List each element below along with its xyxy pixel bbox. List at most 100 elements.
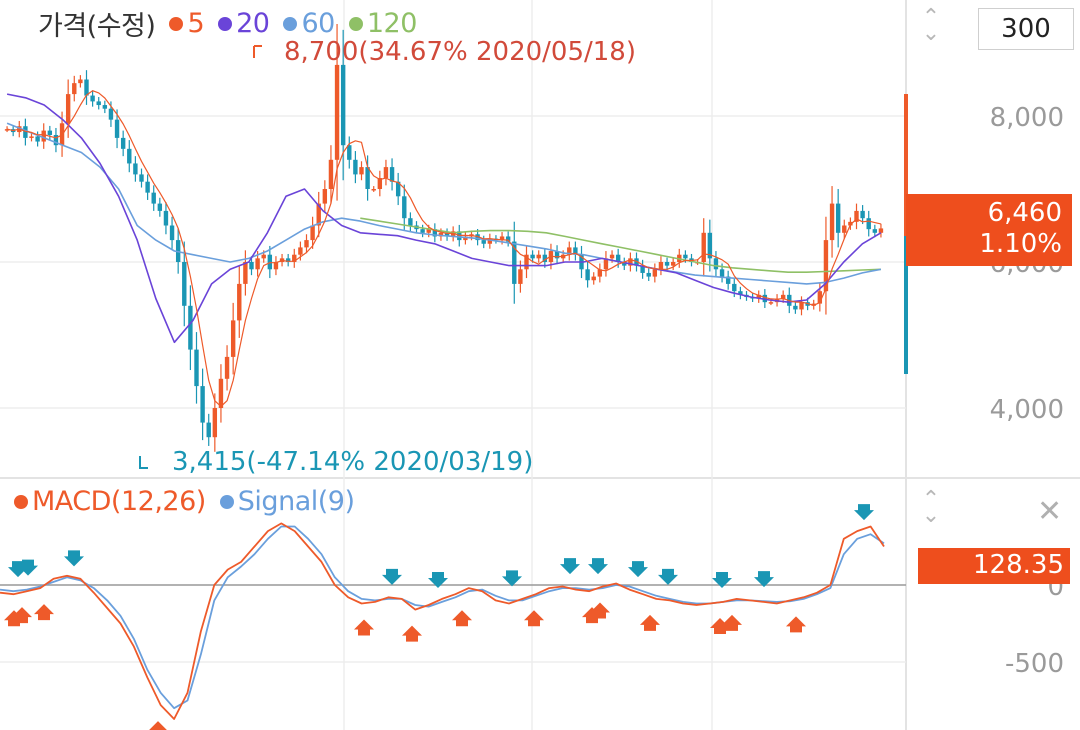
ma-line-120 xyxy=(360,217,881,273)
candle-body xyxy=(829,203,835,241)
signal-up-arrow xyxy=(524,610,544,627)
candle-body xyxy=(505,236,511,242)
ma-line-20 xyxy=(6,93,882,344)
candle-body xyxy=(713,258,719,270)
candle-body xyxy=(823,240,829,292)
candle-body xyxy=(340,64,346,146)
candle-body xyxy=(310,225,315,241)
candle-body xyxy=(683,254,688,259)
candle-body xyxy=(224,356,230,379)
candle-body xyxy=(389,167,395,182)
candle-body xyxy=(133,163,138,175)
candle-body xyxy=(426,229,431,233)
candle-body xyxy=(597,269,603,277)
candle-body xyxy=(23,126,28,138)
candle-body xyxy=(732,283,737,292)
candle-body xyxy=(872,229,878,233)
candle-body xyxy=(420,229,425,233)
signal-up-arrow xyxy=(452,610,472,627)
candle-body xyxy=(481,240,486,244)
candle-body xyxy=(860,210,865,219)
candle-body xyxy=(200,386,205,423)
close-icon[interactable]: ✕ xyxy=(1037,494,1063,529)
candle-body xyxy=(432,229,438,237)
candle-body xyxy=(463,236,468,241)
candle-body xyxy=(96,101,101,106)
candle-body xyxy=(793,305,798,310)
signal-up-arrow xyxy=(402,625,422,642)
candle-body xyxy=(438,232,444,237)
candle-body xyxy=(444,232,450,237)
candle-body xyxy=(603,258,609,270)
legend-label-signal: Signal(9) xyxy=(237,486,355,517)
macd-line xyxy=(0,522,885,720)
candle-body xyxy=(353,159,358,175)
legend-dot-20 xyxy=(218,16,233,31)
moving-averages xyxy=(6,90,908,408)
candle-body xyxy=(139,174,144,182)
macd-current-value: 128.35 xyxy=(973,550,1064,580)
candle-body xyxy=(408,218,413,226)
signal-down-arrow xyxy=(428,571,448,588)
macd-panel-updown-icon[interactable]: ⌃ ⌄ xyxy=(921,487,941,528)
signal-up-arrow xyxy=(582,607,602,624)
candle-body xyxy=(108,108,114,120)
price-legend: 가격(수정) 5 20 60 120 xyxy=(38,4,417,43)
candle-body xyxy=(29,136,34,138)
candle-body xyxy=(194,349,199,387)
signal-up-arrow xyxy=(34,604,54,621)
candle-body xyxy=(848,221,853,226)
candle-body xyxy=(835,203,841,233)
candle-body xyxy=(114,119,120,138)
low-annotation: 3,415(-47.14% 2020/03/19) xyxy=(172,447,533,477)
candle-body xyxy=(475,234,480,241)
macd-legend: MACD(12,26) Signal(9) xyxy=(0,486,355,517)
candle-body xyxy=(267,254,273,270)
high-marker xyxy=(253,45,262,58)
legend-dot-signal xyxy=(219,494,234,509)
signal-down-arrow xyxy=(588,558,608,575)
candle-body xyxy=(567,247,572,255)
candle-body xyxy=(658,262,664,270)
price-tick-label: 4,000 xyxy=(990,395,1064,425)
candle-body xyxy=(622,262,627,266)
signal-down-arrow xyxy=(64,550,84,567)
candle-body xyxy=(285,258,291,262)
signal-up-arrow xyxy=(149,721,167,730)
signal-up-arrow xyxy=(12,607,32,624)
candle-body xyxy=(512,241,517,284)
candle-body xyxy=(163,210,169,226)
candle-body xyxy=(554,251,560,259)
candle-body xyxy=(65,94,71,124)
candle-body xyxy=(536,254,541,259)
candle-body xyxy=(866,218,871,230)
current-price: 6,460 xyxy=(987,198,1062,228)
signal-down-arrow xyxy=(18,559,38,576)
range-input[interactable]: 300 xyxy=(978,8,1074,50)
candle-body xyxy=(628,258,633,266)
signal-up-arrow xyxy=(590,602,610,619)
candle-body xyxy=(518,269,523,284)
candle-body xyxy=(237,283,242,321)
candle-body xyxy=(120,137,126,149)
candle-body xyxy=(188,305,193,350)
candle-body xyxy=(670,262,676,266)
candle-body xyxy=(756,294,761,299)
candle-body xyxy=(261,254,266,259)
candle-body xyxy=(701,232,706,262)
candle-body xyxy=(334,64,340,160)
candle-body xyxy=(524,254,529,270)
candle-body xyxy=(719,269,725,277)
candles xyxy=(4,24,884,452)
legend-dot-macd xyxy=(14,494,28,509)
low-marker xyxy=(139,456,148,469)
signal-up-arrow xyxy=(722,614,742,631)
price-panel-updown-icon[interactable]: ⌃ ⌄ xyxy=(921,5,941,46)
candle-body xyxy=(182,262,187,306)
candle-body xyxy=(609,254,615,259)
candle-body xyxy=(738,291,743,295)
price-legend-title: 가격(수정) xyxy=(38,11,156,42)
candle-body xyxy=(78,79,83,84)
candle-body xyxy=(842,225,847,233)
